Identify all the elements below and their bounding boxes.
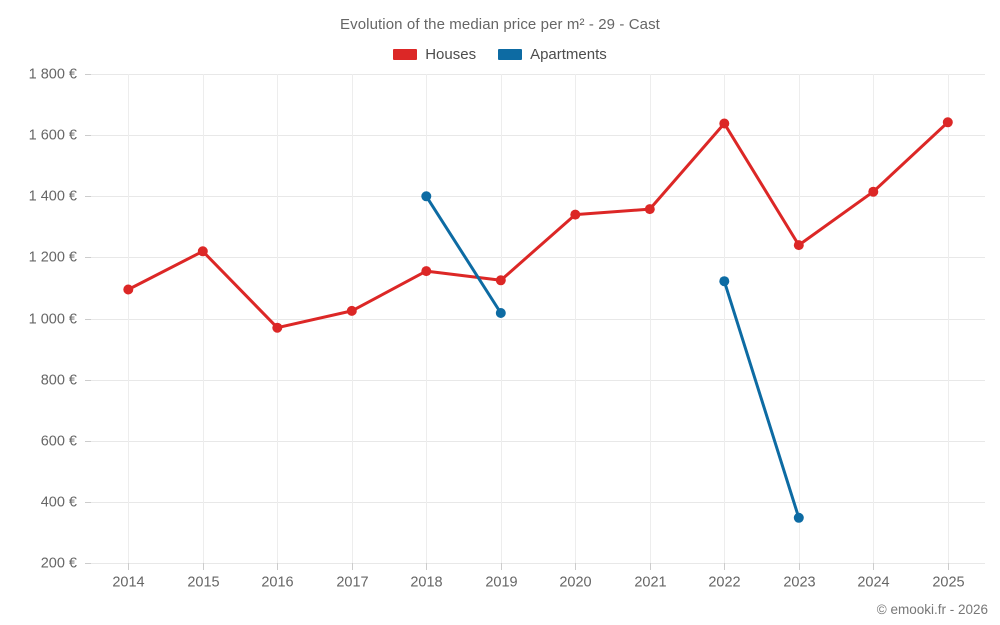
series-line-houses [126, 120, 950, 330]
y-axis-tick-label: 1 000 € [29, 311, 77, 327]
data-point-houses[interactable] [346, 305, 357, 316]
series-layer [123, 117, 953, 523]
data-point-apartments[interactable] [495, 308, 506, 318]
x-axis-tick-label: 2021 [634, 575, 666, 591]
x-axis-tick-label: 2019 [485, 575, 517, 591]
data-point-apartments[interactable] [719, 276, 730, 287]
x-axis-tick-label: 2014 [112, 575, 144, 591]
x-axis-tick-label: 2022 [708, 575, 740, 591]
chart-legend: Houses Apartments [0, 46, 1000, 63]
x-axis-tick-label: 2023 [783, 575, 815, 591]
legend-swatch-houses [393, 49, 418, 60]
data-point-houses[interactable] [719, 118, 730, 129]
legend-swatch-apartments [498, 49, 523, 60]
legend-item-houses[interactable]: Houses [393, 46, 476, 63]
data-point-houses[interactable] [644, 204, 655, 215]
axis-layer: 200 € 400 € 600 € 800 € 1 000 € 1 200 € 1 400 … [29, 66, 965, 590]
x-axis-tick-label: 2017 [336, 575, 368, 591]
y-axis-tick-label: 1 400 € [29, 188, 77, 204]
data-point-houses[interactable] [197, 246, 208, 257]
legend-label-houses: Houses [425, 46, 477, 63]
y-axis-tick-label: 1 600 € [29, 127, 77, 143]
data-point-houses[interactable] [421, 266, 432, 277]
footer-credit: © emooki.fr - 2026 [876, 602, 988, 617]
data-point-apartments[interactable] [793, 512, 804, 523]
series-line-apartments [722, 279, 801, 520]
x-axis-tick-label: 2024 [857, 575, 889, 591]
legend-item-apartments[interactable]: Apartments [498, 46, 607, 63]
data-point-houses[interactable] [570, 209, 581, 220]
legend-label-apartments: Apartments [530, 46, 607, 63]
grid-layer [91, 74, 985, 564]
x-axis-tick-label: 2015 [187, 575, 219, 591]
data-point-houses[interactable] [868, 186, 879, 197]
y-axis-tick-label: 400 € [41, 494, 77, 510]
y-axis-tick-label: 1 800 € [29, 66, 77, 82]
y-axis-tick-label: 800 € [41, 372, 77, 388]
x-axis-tick-label: 2016 [261, 575, 293, 591]
data-point-houses[interactable] [495, 275, 506, 286]
x-axis-tick-label: 2018 [410, 575, 442, 591]
data-point-houses[interactable] [272, 322, 283, 333]
y-axis-tick-label: 1 200 € [29, 249, 77, 265]
data-point-apartments[interactable] [421, 191, 432, 202]
data-point-houses[interactable] [123, 284, 134, 295]
chart-title: Evolution of the median price per m² - 2… [340, 16, 660, 33]
y-axis-tick-label: 600 € [41, 433, 77, 449]
data-point-houses[interactable] [793, 240, 804, 251]
series-line-apartments [424, 194, 503, 315]
data-point-houses[interactable] [942, 117, 953, 128]
x-axis-tick-label: 2025 [932, 575, 964, 591]
x-axis-tick-label: 2020 [559, 575, 591, 591]
y-axis-tick-label: 200 € [41, 555, 77, 571]
